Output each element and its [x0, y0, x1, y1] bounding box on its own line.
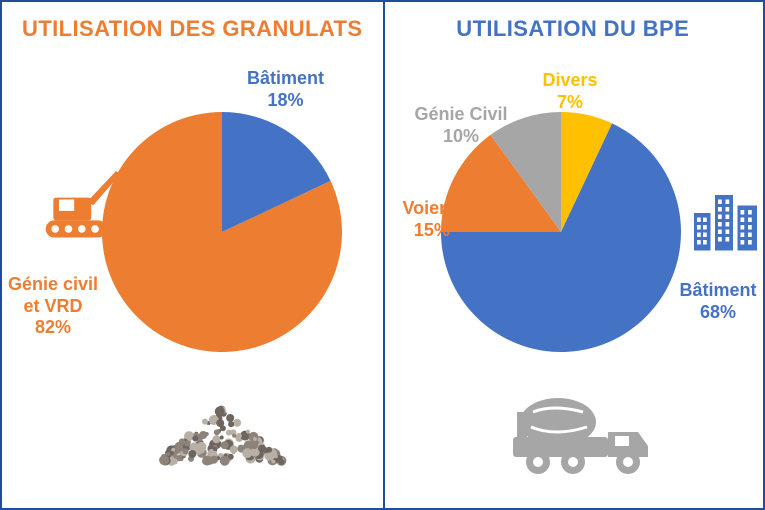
- label-pct: 68%: [680, 302, 757, 324]
- label-bpe-voierie: Voierie 15%: [403, 198, 462, 241]
- label-bpe-batiment: Bâtiment 68%: [680, 280, 757, 323]
- panel-granulats: UTILISATION DES GRANULATS Bâtiment: [2, 2, 383, 508]
- label-text: Bâtiment: [247, 68, 324, 88]
- label-pct: 18%: [247, 90, 324, 112]
- label-granulats-genie: Génie civil et VRD 82%: [8, 274, 98, 339]
- label-text: Génie Civil: [415, 104, 508, 124]
- label-pct: 10%: [415, 126, 508, 148]
- label-pct: 7%: [543, 92, 598, 114]
- label-text: Divers: [543, 70, 598, 90]
- label-text: Bâtiment: [680, 280, 757, 300]
- label-text: Voierie: [403, 198, 462, 218]
- label-bpe-genie: Génie Civil 10%: [415, 104, 508, 147]
- panel-bpe: UTILISATION DU BPE: [383, 2, 764, 508]
- label-pct: 15%: [403, 220, 462, 242]
- mixer-truck-icon: [503, 382, 653, 482]
- label-text: et VRD: [8, 296, 98, 318]
- buildings-icon: [688, 180, 763, 255]
- excavator-icon: [40, 152, 135, 247]
- gravel-pile-icon: [157, 382, 287, 472]
- label-pct: 82%: [8, 317, 98, 339]
- label-text: Génie civil: [8, 274, 98, 296]
- infographic-frame: UTILISATION DES GRANULATS Bâtiment: [0, 0, 765, 510]
- label-bpe-divers: Divers 7%: [543, 70, 598, 113]
- label-granulats-batiment: Bâtiment 18%: [247, 68, 324, 111]
